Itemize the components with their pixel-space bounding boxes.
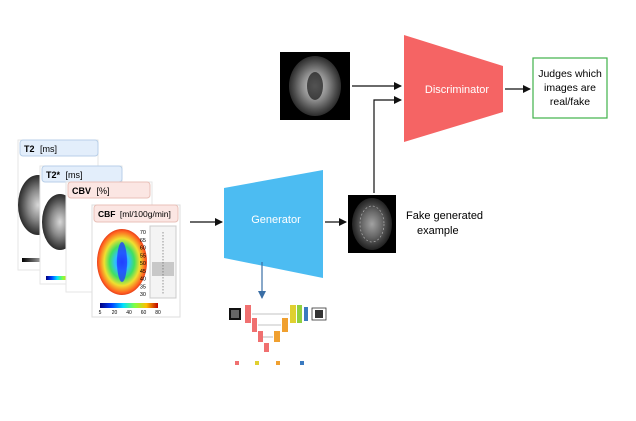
cbf-scale-tick: 35 — [140, 284, 146, 290]
map-title-bar — [19, 139, 99, 157]
cbf-scale-tick: 55 — [140, 253, 146, 259]
map-title-unit: [%] — [97, 186, 110, 196]
map-title-bold: T2 — [24, 144, 35, 154]
cbf-scale-tick: 65 — [140, 238, 146, 244]
unet-architecture-diagram — [229, 305, 327, 365]
map-title-bar — [93, 204, 179, 223]
arch-decoder-block — [282, 318, 288, 332]
cbf-colorbar-tick: 20 — [112, 310, 118, 316]
map-title-unit: [ms] — [40, 144, 57, 154]
arch-bottleneck-block — [264, 343, 269, 352]
cbf-scale-tick: 40 — [140, 277, 146, 283]
output-line-1: Judges which — [538, 68, 602, 80]
cbf-scale-tick: 70 — [140, 230, 146, 236]
svg-text:T2* [ms]: T2* [ms] — [46, 170, 83, 180]
generator-block — [224, 170, 323, 278]
cbf-scale-tick: 60 — [140, 246, 146, 252]
arch-decoder-block — [290, 305, 296, 323]
map-title-unit: [ms] — [66, 170, 83, 180]
output-line-2: images are — [544, 82, 596, 94]
cbf-colorbar-tick: 40 — [126, 310, 132, 316]
output-box — [532, 57, 608, 119]
generator-label: Generator — [251, 214, 301, 226]
map-title-bold: T2* — [46, 170, 61, 180]
arch-decoder-block — [297, 305, 302, 323]
output-line-3: real/fake — [550, 96, 590, 108]
map-title-bold: CBV — [72, 186, 91, 196]
arch-encoder-block — [252, 318, 257, 332]
cbf-colorbar-tick: 80 — [155, 310, 161, 316]
map-title-bold: CBF — [98, 209, 115, 219]
svg-text:CBV [%]: CBV [%] — [72, 186, 110, 196]
cbf-colorbar-ticks: 5 20 40 60 80 — [99, 310, 161, 316]
map-title-bar — [67, 181, 151, 199]
cbf-scale-tick: 30 — [140, 292, 146, 298]
cbf-colorbar-tick: 5 — [99, 310, 102, 316]
discriminator-label: Discriminator — [425, 84, 490, 96]
cbf-colorbar-tick: 60 — [141, 310, 147, 316]
discriminator-block — [404, 35, 503, 142]
arch-decoder-block — [274, 331, 280, 342]
arrow-fake-to-discriminator — [373, 96, 402, 193]
svg-text:CBF [ml/100g/min]: CBF [ml/100g/min] — [98, 209, 171, 219]
fake-caption-line-2: example — [417, 225, 459, 237]
arch-output-conv — [304, 307, 308, 321]
arch-encoder-block — [258, 331, 263, 342]
cbf-scale-tick: 50 — [140, 261, 146, 267]
cbf-scale-tick: 45 — [140, 269, 146, 275]
svg-text:T2 [ms]: T2 [ms] — [24, 144, 57, 154]
arch-encoder-block — [245, 305, 251, 323]
map-title-unit: [ml/100g/min] — [120, 209, 171, 219]
cbf-colorbar — [100, 303, 158, 308]
fake-caption-line-1: Fake generated — [406, 210, 483, 222]
